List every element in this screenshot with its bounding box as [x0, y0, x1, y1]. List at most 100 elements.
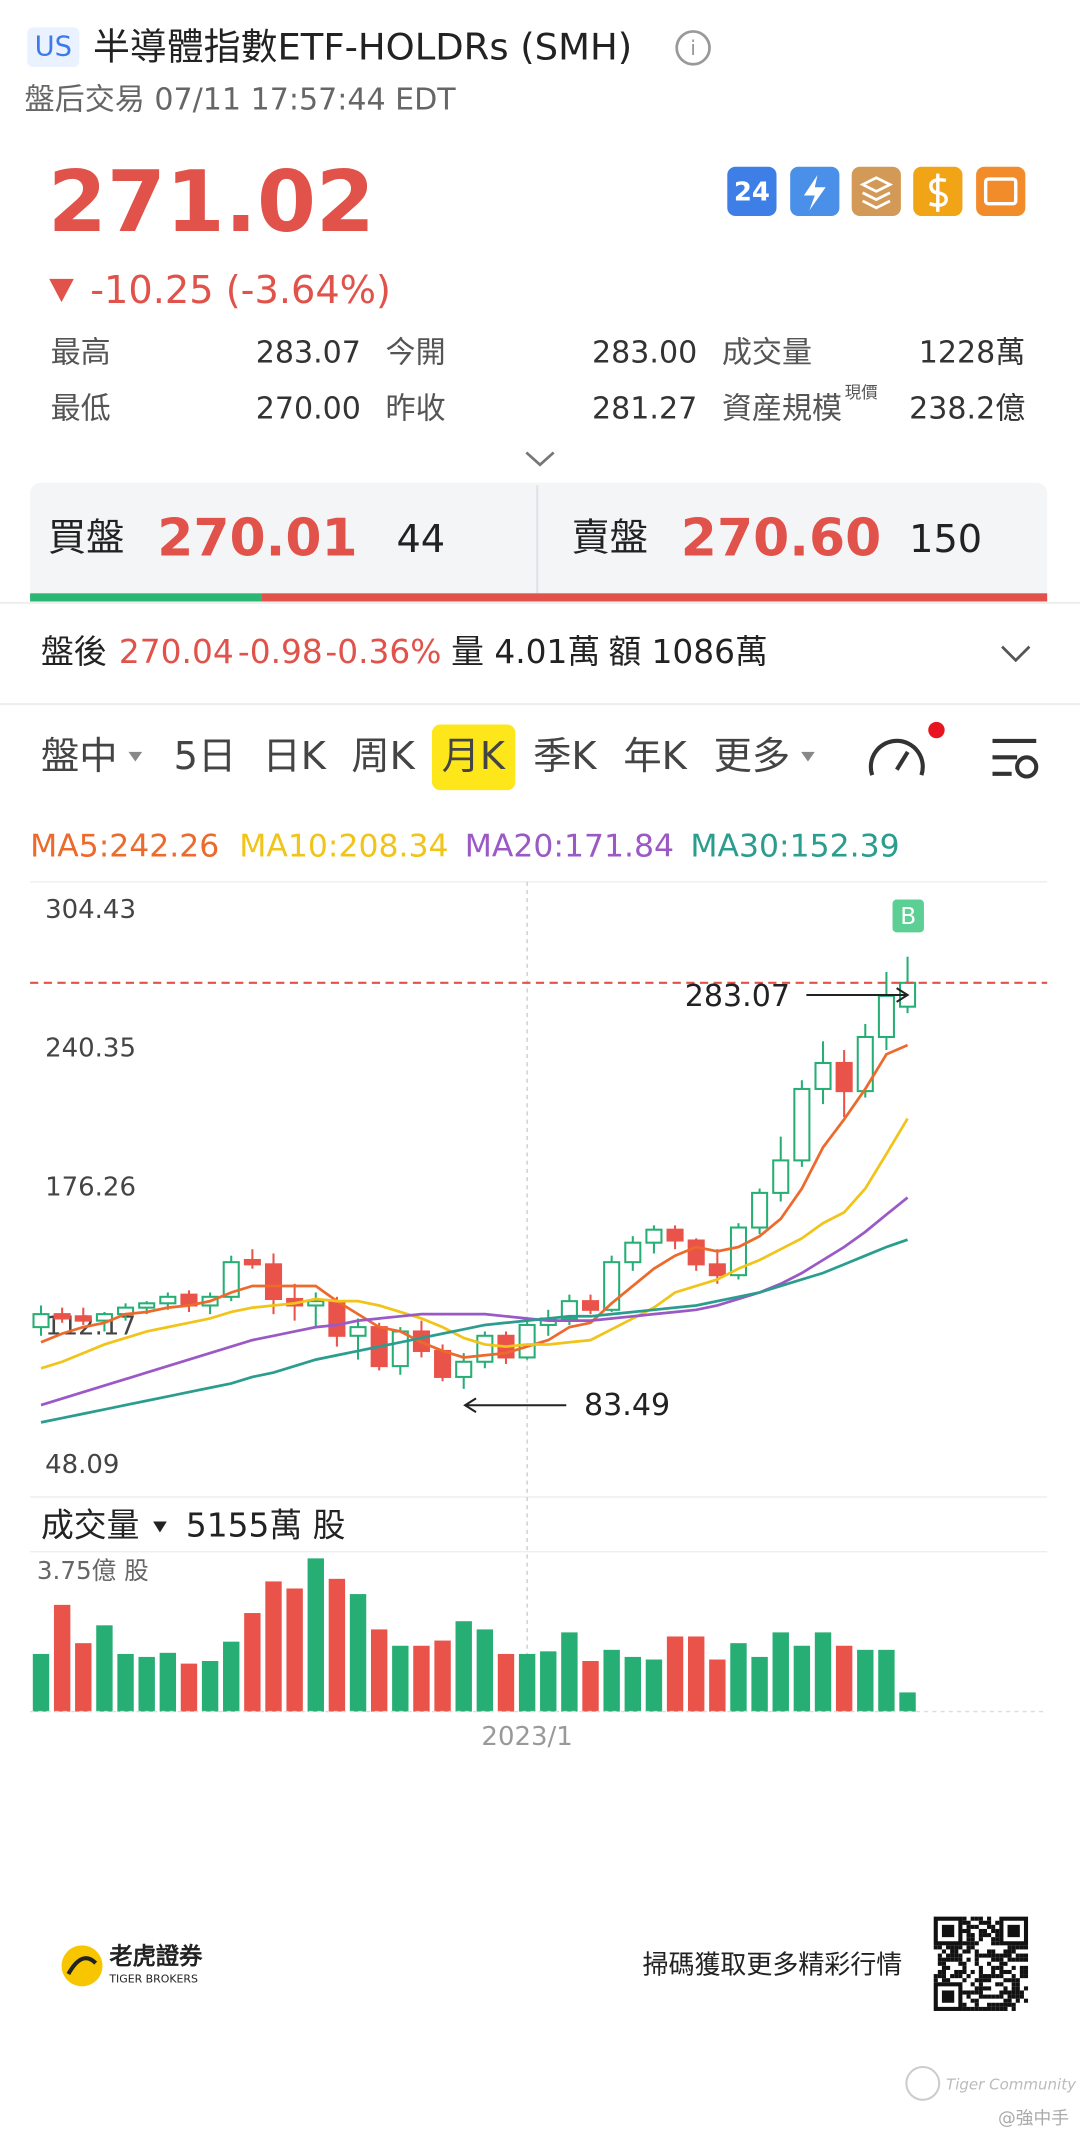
qr-cell	[1007, 1990, 1012, 1995]
ah-chevron[interactable]	[1001, 645, 1031, 663]
qr-cell	[987, 1933, 992, 1938]
settings-icon[interactable]	[992, 738, 1037, 776]
candle-body	[32, 1313, 50, 1329]
qr-cell	[1019, 1965, 1024, 1970]
qr-cell	[978, 1928, 983, 1934]
qr-cell	[962, 1969, 967, 1975]
tab[interactable]: 月K	[442, 734, 506, 779]
qr-cell	[962, 1920, 967, 1925]
qr-cell	[946, 1965, 951, 1970]
qr-cell	[1007, 1953, 1012, 1958]
qr-cell	[995, 1957, 1000, 1962]
qr-cell	[1007, 1978, 1012, 1983]
volume-bar	[899, 1692, 916, 1712]
ah-change-pct: -0.36%	[325, 633, 441, 671]
qr-cell	[970, 1941, 975, 1946]
info-glyph: i	[690, 36, 696, 60]
indicator-icon[interactable]	[868, 738, 925, 776]
qr-cell	[1011, 1986, 1016, 1991]
icon-glyph	[859, 176, 894, 210]
tab[interactable]: 更多	[714, 734, 791, 779]
candle-body	[624, 1241, 642, 1264]
qr-cell	[954, 1957, 959, 1962]
tab[interactable]: 年K	[623, 734, 687, 779]
qr-cell	[941, 1949, 947, 1954]
qr-cell	[1003, 1961, 1008, 1966]
qr-cell	[1015, 1982, 1020, 1987]
y-tick-label: 240.35	[45, 1034, 136, 1064]
tab[interactable]: 周K	[351, 734, 415, 779]
qr-cell	[966, 1933, 971, 1938]
change: -10.25 (-3.64%)	[90, 268, 391, 313]
qr-cell	[1023, 1945, 1029, 1950]
market: US	[35, 31, 72, 62]
qr-cell	[958, 1953, 963, 1958]
candle-body	[349, 1326, 367, 1337]
qr-cell	[999, 1957, 1004, 1962]
qr-cell	[1023, 1986, 1029, 1991]
qr-cell	[974, 1998, 979, 2003]
stat-value: 270.00	[256, 392, 361, 427]
icon-ticket[interactable]	[976, 166, 1026, 216]
volume-bar	[32, 1653, 50, 1712]
candle-body	[243, 1258, 261, 1266]
ask-size: 150	[909, 517, 982, 562]
qr-finder	[999, 1916, 1029, 1946]
volume-bar	[455, 1621, 472, 1712]
qr-cell	[1015, 1998, 1020, 2003]
tab[interactable]: 季K	[533, 734, 597, 779]
volume-bar	[645, 1659, 663, 1712]
volume-bar	[349, 1594, 367, 1712]
qr-cell	[987, 1961, 992, 1966]
qr-cell	[982, 1974, 988, 1979]
qr-cell	[954, 1969, 959, 1975]
qr-cell	[970, 1933, 975, 1938]
tab[interactable]: 日K	[262, 734, 326, 779]
candle-body	[560, 1300, 578, 1320]
expand-chevron[interactable]	[525, 451, 555, 467]
qr-cell	[954, 1945, 959, 1950]
qr-cell	[937, 1974, 942, 1979]
brand: 老虎證券	[109, 1943, 203, 1970]
qr-cell	[970, 1990, 975, 1995]
qr-cell	[1015, 1990, 1020, 1995]
qr-cell	[962, 1916, 967, 1921]
tab-caret	[128, 751, 143, 762]
qr-cell	[987, 1916, 992, 1921]
stat-value: 1228萬	[919, 336, 1026, 371]
qr-cell	[1011, 1945, 1016, 1950]
volume-caret[interactable]	[153, 1521, 167, 1533]
icon-24h[interactable]	[727, 166, 777, 216]
chart: MA5:242.26 MA10:208.34 MA20:171.84 MA30:152…	[30, 829, 1048, 1752]
volume-bar	[857, 1649, 874, 1712]
qr-cell	[995, 1953, 1000, 1958]
qr-cell	[1015, 1953, 1020, 1958]
qr-finder	[941, 1990, 955, 2003]
qr-cell	[937, 1961, 942, 1966]
price: 271.02	[48, 152, 375, 251]
qr-cell	[978, 1990, 983, 1995]
volume-bar	[878, 1649, 895, 1712]
qr-cell	[982, 2006, 988, 2011]
qr-finder	[933, 1982, 963, 2011]
qr-cell	[970, 1998, 975, 2003]
qr-cell	[1011, 1965, 1016, 1970]
qr-cell	[962, 1928, 967, 1934]
qr-cell	[941, 1965, 947, 1970]
y-tick-label: 48.09	[45, 1450, 119, 1480]
annotation: 83.49	[584, 1388, 670, 1423]
author: @強中手	[998, 2108, 1069, 2129]
candle-body	[434, 1349, 452, 1378]
tab[interactable]: 盤中	[41, 734, 118, 779]
qr-cell	[987, 2002, 992, 2007]
tab[interactable]: 5日	[174, 734, 237, 779]
volume-bar	[687, 1636, 705, 1712]
legend-entry: MA30:152.39	[690, 829, 899, 865]
qr-cell	[1007, 2002, 1012, 2007]
candle-body	[793, 1087, 811, 1162]
info-icon[interactable]	[675, 30, 711, 66]
qr-cell	[937, 1945, 942, 1950]
ah-label: 盤後	[41, 633, 107, 671]
indicator-icon	[895, 750, 910, 771]
qr-cell	[941, 1961, 947, 1966]
